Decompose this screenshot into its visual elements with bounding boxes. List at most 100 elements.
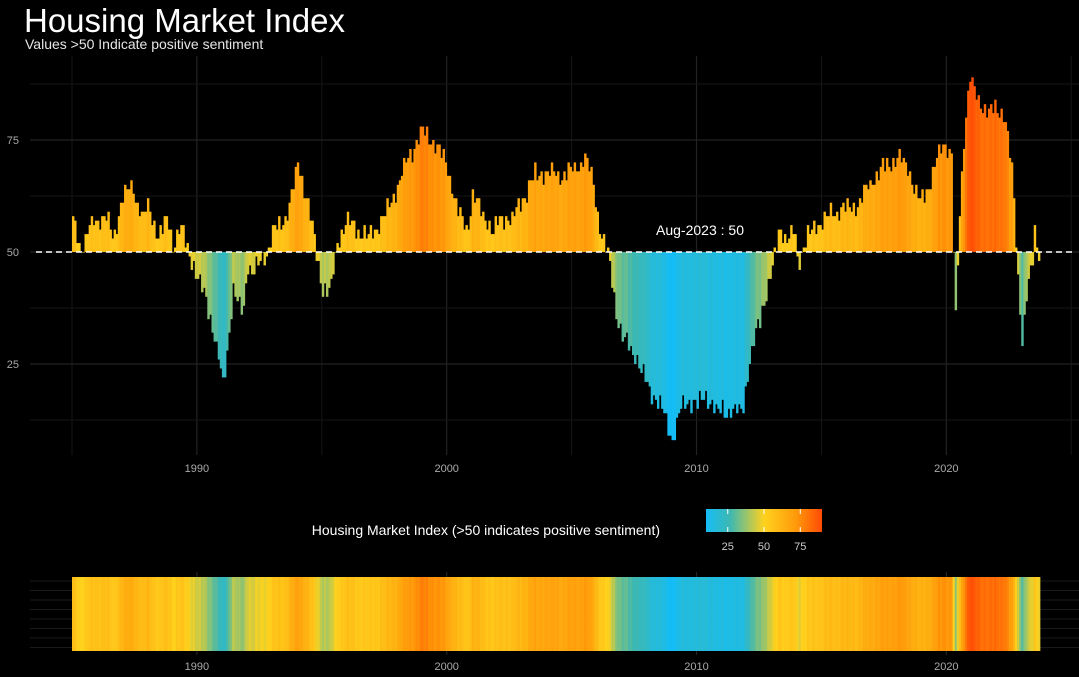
chart-title: Housing Market Index (24, 2, 345, 39)
bar (363, 225, 366, 252)
bar (500, 216, 504, 252)
bar (681, 252, 685, 396)
strip-segment (673, 577, 677, 651)
bar (82, 252, 85, 253)
strip-segment (833, 577, 837, 651)
strip-segment (169, 577, 173, 651)
bar (215, 252, 219, 342)
strip-segment (684, 577, 687, 651)
bar (413, 148, 416, 252)
bar (913, 193, 916, 252)
bar (348, 225, 352, 252)
bar (359, 238, 362, 252)
strip-segment (417, 577, 420, 651)
strip-segment (107, 577, 110, 651)
strip-segment (711, 577, 714, 651)
axes: 25 50 75 1990 2000 2010 2020 (7, 135, 959, 475)
bar (729, 252, 733, 418)
strip-segment (602, 577, 606, 651)
bar (338, 247, 341, 252)
strip-segment (690, 577, 693, 651)
strip-segment (817, 577, 820, 651)
x-tick-label: 1990 (185, 463, 209, 475)
y-tick-label: 50 (7, 247, 19, 259)
bar (88, 225, 92, 252)
strip-segment (267, 577, 271, 651)
bar (292, 189, 296, 252)
bar (892, 157, 895, 252)
strip-segment (536, 577, 539, 651)
strip-segment (480, 577, 483, 651)
strip-segment (665, 577, 668, 651)
strip-segment (305, 577, 308, 651)
bar (996, 113, 999, 253)
bar (290, 189, 294, 252)
bar (196, 252, 200, 279)
strip-segment (769, 577, 772, 651)
bar (486, 229, 489, 252)
bar (684, 252, 687, 409)
strip-segment (609, 577, 612, 651)
strip-segment (967, 577, 970, 651)
strip-segment (513, 577, 516, 651)
strip-segment (794, 577, 797, 651)
bar (690, 252, 693, 414)
strip-segment (698, 577, 702, 651)
strip-segment (317, 577, 321, 651)
bar (823, 211, 826, 252)
bar (898, 148, 901, 252)
bar (463, 229, 466, 252)
strip-segment (736, 577, 739, 651)
strip-segment (987, 577, 991, 651)
strip-segment (917, 577, 920, 651)
bar (994, 99, 997, 253)
strip-segment (919, 577, 922, 651)
strip-segment (226, 577, 229, 651)
strip-segment (359, 577, 362, 651)
bar (688, 252, 691, 400)
bar (72, 216, 75, 252)
strip-segment (752, 577, 756, 651)
strip-segment (1010, 577, 1014, 651)
strip-segment (740, 577, 743, 651)
strip-segment (642, 577, 645, 651)
bar (679, 252, 683, 409)
bar (613, 252, 616, 293)
strip-segment (835, 577, 839, 651)
bar (987, 108, 991, 252)
strip-segment (573, 577, 577, 651)
color-strip (72, 577, 1041, 651)
bar (867, 189, 870, 252)
bar (931, 166, 935, 252)
strip-segment (163, 577, 167, 651)
strip-segment (858, 577, 862, 651)
strip-segment (321, 577, 325, 651)
strip-segment (446, 577, 450, 651)
strip-segment (325, 577, 329, 651)
bar (850, 211, 853, 252)
strip-segment (259, 577, 262, 651)
strip-segment (600, 577, 604, 651)
strip-segment (821, 577, 824, 651)
strip-segment (765, 577, 768, 651)
bar (794, 234, 797, 252)
bar (230, 252, 233, 320)
bar (833, 216, 837, 252)
bar (226, 252, 229, 351)
strip-segment (265, 577, 269, 651)
strip-segment (450, 577, 454, 651)
strip-segment (307, 577, 310, 651)
bar (940, 153, 943, 252)
bar (340, 229, 343, 252)
bar (136, 202, 139, 252)
strip-segment (811, 577, 814, 651)
strip-segment (84, 577, 87, 651)
bar (894, 166, 897, 252)
strip-segment (875, 577, 878, 651)
annotation-label: Aug-2023 : 50 (656, 222, 744, 238)
strip-segment (584, 577, 587, 651)
strip-segment (910, 577, 914, 651)
strip-segment (427, 577, 431, 651)
strip-segment (575, 577, 579, 651)
strip-segment (950, 577, 953, 651)
